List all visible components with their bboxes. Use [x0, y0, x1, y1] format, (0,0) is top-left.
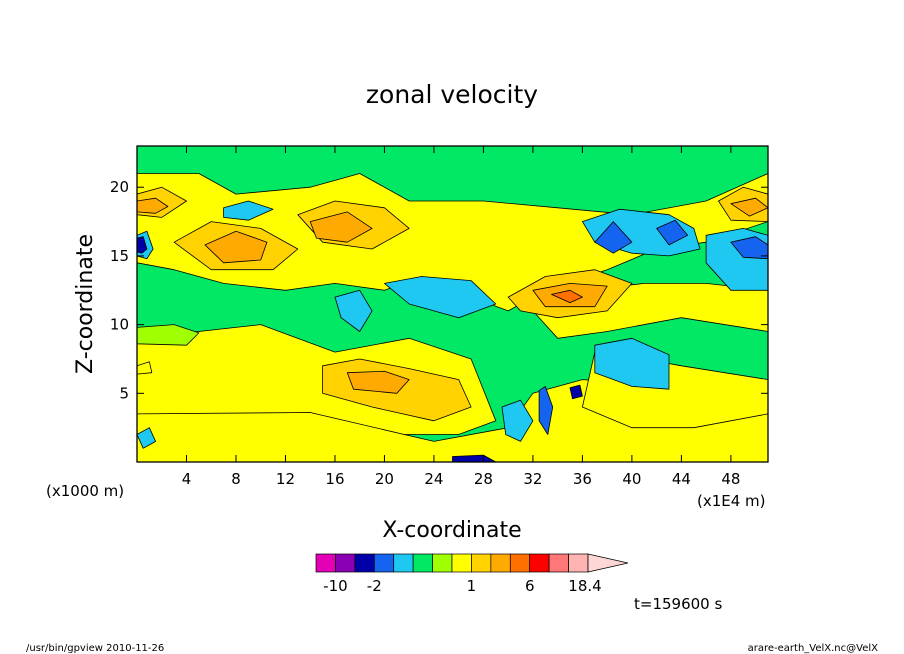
- contour-region: [569, 384, 583, 400]
- contour-region: [137, 361, 153, 375]
- x-axis-ticks: 4 8 12 16 20 24 28 32 36 40 44 48: [182, 146, 740, 488]
- contour-region: [137, 427, 156, 449]
- colorbar-label: 1: [467, 577, 477, 595]
- contour-region: [594, 337, 670, 390]
- colorbar-overflow-arrow: [587, 553, 629, 573]
- colorbar-swatch: [354, 553, 375, 573]
- contour-region: [137, 236, 148, 254]
- x-tick-label: 36: [573, 470, 592, 488]
- colorbar-label: 6: [525, 577, 535, 595]
- contour-region: [730, 236, 768, 260]
- x-tick-label: 16: [325, 470, 344, 488]
- colorbar-swatch: [529, 553, 550, 573]
- x-axis-title: X-coordinate: [382, 518, 521, 543]
- contour-region: [309, 211, 373, 243]
- x-axis-unit: (x1E4 m): [697, 492, 766, 510]
- x-tick-label: 4: [182, 470, 192, 488]
- colorbar-swatch: [471, 553, 492, 573]
- contour-region: [334, 289, 373, 332]
- contour-region: [594, 221, 633, 254]
- time-annotation: t=159600 s: [634, 595, 722, 613]
- y-axis-ticks: 5 10 15 20: [110, 178, 768, 402]
- footer-command: /usr/bin/gpview 2010-11-26: [26, 643, 164, 654]
- colorbar: -10 -2 1 6 18.4: [315, 553, 629, 595]
- contour-region: [551, 289, 583, 303]
- contour-region: [137, 197, 169, 214]
- colorbar-label: -2: [367, 577, 382, 595]
- contour-region: [730, 197, 768, 217]
- colorbar-swatch: [412, 553, 433, 573]
- x-tick-label: 8: [231, 470, 241, 488]
- colorbar-swatch: [509, 553, 531, 573]
- colorbar-swatch: [315, 553, 336, 573]
- contour-fill-layer: [137, 173, 768, 462]
- colorbar-swatch: [568, 553, 589, 573]
- x-tick-label: 24: [424, 470, 443, 488]
- plot-frame: [136, 145, 769, 463]
- colorbar-swatch: [373, 553, 395, 573]
- contour-region: [538, 386, 554, 435]
- y-tick-label: 15: [110, 247, 129, 265]
- colorbar-swatch: [548, 553, 569, 573]
- colorbar-swatch: [451, 553, 472, 573]
- x-tick-label: 20: [375, 470, 394, 488]
- x-tick-label: 28: [474, 470, 493, 488]
- x-tick-label: 32: [523, 470, 542, 488]
- colorbar-label: 18.4: [568, 577, 601, 595]
- x-tick-label: 40: [622, 470, 641, 488]
- contour-region: [346, 370, 410, 394]
- y-tick-label: 10: [110, 316, 129, 334]
- x-tick-label: 12: [276, 470, 295, 488]
- colorbar-swatch: [490, 553, 511, 573]
- contour-region: [501, 399, 534, 442]
- footer-variable: arare-earth_VelX.nc@VelX: [748, 643, 879, 654]
- colorbar-swatch: [432, 553, 453, 573]
- y-axis-unit: (x1000 m): [46, 482, 124, 500]
- contour-region: [384, 276, 497, 319]
- y-tick-label: 20: [110, 178, 129, 196]
- y-axis-title: Z-coordinate: [73, 234, 98, 374]
- contour-region: [204, 230, 268, 264]
- colorbar-swatch: [335, 553, 356, 573]
- x-tick-label: 48: [721, 470, 740, 488]
- contour-region: [452, 454, 497, 462]
- colorbar-swatch: [393, 553, 414, 573]
- colorbar-label: -10: [323, 577, 348, 595]
- contour-region: [137, 324, 200, 346]
- y-tick-label: 5: [119, 384, 129, 402]
- chart-title: zonal velocity: [366, 80, 538, 109]
- contour-region: [223, 200, 274, 221]
- x-tick-label: 44: [672, 470, 691, 488]
- contour-region: [656, 219, 688, 246]
